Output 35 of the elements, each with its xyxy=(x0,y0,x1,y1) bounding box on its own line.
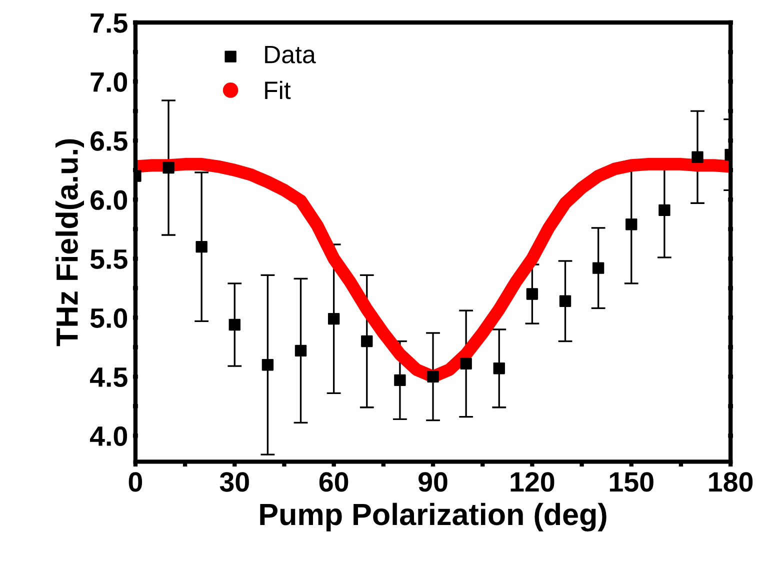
y-tick-label: 7.0 xyxy=(90,72,128,92)
point xyxy=(626,218,638,230)
legend-label: Fit xyxy=(265,80,291,100)
point xyxy=(328,312,340,325)
y-tick-label: 4.0 xyxy=(90,426,128,446)
y-tick-label: 5.5 xyxy=(90,250,128,269)
point xyxy=(394,374,406,386)
x-tick-label: 120 xyxy=(510,472,554,492)
point xyxy=(559,295,572,307)
point xyxy=(493,362,505,374)
x-tick-label: 30 xyxy=(220,472,249,492)
x-tick-label: 60 xyxy=(319,472,348,492)
point xyxy=(228,318,240,331)
y-tick-label: 7.5 xyxy=(90,13,128,33)
x-axis-title: Pump Polarization (deg) xyxy=(260,502,606,532)
point xyxy=(196,240,208,253)
y-axis-title: THz Field(a.u.) xyxy=(56,139,84,346)
point xyxy=(692,151,704,163)
x-tick-label: 180 xyxy=(709,472,753,492)
x-tick-label: 0 xyxy=(128,472,142,492)
y-tick-label: 5.0 xyxy=(90,308,128,328)
point xyxy=(592,262,604,274)
y-tick-label: 4.5 xyxy=(90,368,128,388)
point xyxy=(162,162,174,174)
point xyxy=(526,288,538,300)
point xyxy=(294,344,307,357)
y-tick-label: 6.5 xyxy=(90,131,128,151)
point xyxy=(361,335,373,348)
point xyxy=(262,359,274,371)
x-tick-label: 90 xyxy=(418,472,448,492)
point xyxy=(460,358,472,370)
legend-label: Data xyxy=(265,46,316,64)
y-tick-label: 6.0 xyxy=(90,190,128,210)
x-tick-label: 150 xyxy=(610,472,654,492)
point xyxy=(658,204,670,216)
